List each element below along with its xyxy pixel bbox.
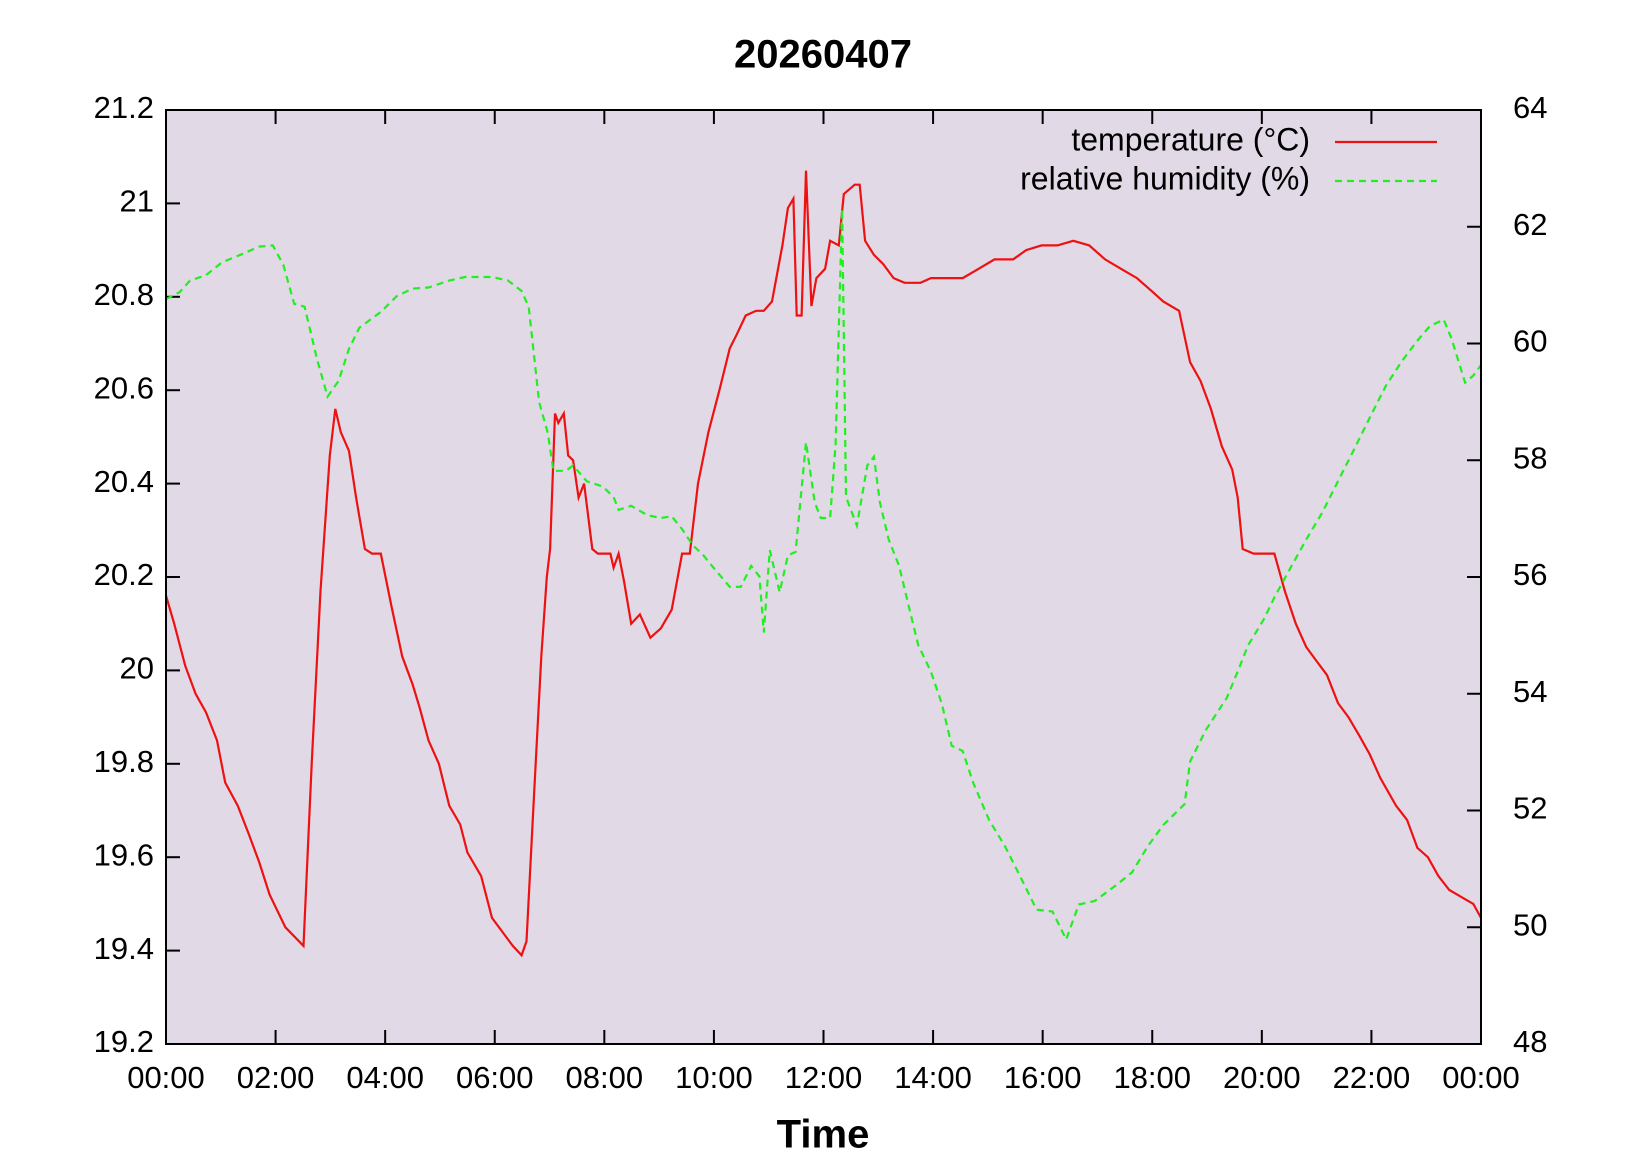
y2-tick-label: 60 <box>1513 324 1547 359</box>
y2-tick-label: 48 <box>1513 1024 1547 1059</box>
y-tick-label: 21 <box>120 184 154 219</box>
x-tick-label: 10:00 <box>675 1060 753 1095</box>
y-tick-label: 19.6 <box>94 837 154 872</box>
y-tick-label: 20 <box>120 651 154 686</box>
y2-tick-label: 62 <box>1513 207 1547 242</box>
y2-tick-label: 50 <box>1513 907 1547 942</box>
y-tick-label: 19.8 <box>94 744 154 779</box>
y2-tick-label: 54 <box>1513 674 1547 709</box>
x-tick-label: 20:00 <box>1223 1060 1301 1095</box>
data-line <box>164 170 1482 958</box>
y2-tick-label: 58 <box>1513 440 1547 475</box>
x-tick-label: 08:00 <box>566 1060 644 1095</box>
y2-tick-label: 56 <box>1513 557 1547 592</box>
x-tick-label: 02:00 <box>237 1060 315 1095</box>
y-tick-label: 20.8 <box>94 277 154 312</box>
x-tick-label: 06:00 <box>456 1060 534 1095</box>
x-tick-label: 00:00 <box>1442 1060 1520 1095</box>
y-tick-label: 19.4 <box>94 931 154 966</box>
legend-label: temperature (°C) <box>1071 121 1310 157</box>
x-tick-label: 18:00 <box>1113 1060 1191 1095</box>
y2-tick-label: 52 <box>1513 791 1547 826</box>
x-tick-label: 12:00 <box>785 1060 863 1095</box>
data-line <box>165 208 1482 943</box>
y-tick-label: 20.2 <box>94 557 154 592</box>
x-tick-label: 00:00 <box>127 1060 205 1095</box>
y2-tick-label: 64 <box>1513 90 1547 125</box>
plot-frame <box>165 109 1482 1045</box>
chart-title: 20260407 <box>734 33 912 77</box>
x-axis-label: Time <box>777 1113 870 1155</box>
x-tick-label: 14:00 <box>894 1060 972 1095</box>
y-tick-label: 19.2 <box>94 1024 154 1059</box>
x-tick-label: 04:00 <box>346 1060 424 1095</box>
y-tick-label: 21.2 <box>94 90 154 125</box>
plot-background <box>166 110 1481 1044</box>
x-tick-label: 22:00 <box>1333 1060 1411 1095</box>
y-tick-label: 20.6 <box>94 370 154 405</box>
x-tick-label: 16:00 <box>1004 1060 1082 1095</box>
legend-label: relative humidity (%) <box>1020 160 1310 196</box>
y-tick-label: 20.4 <box>94 464 154 499</box>
